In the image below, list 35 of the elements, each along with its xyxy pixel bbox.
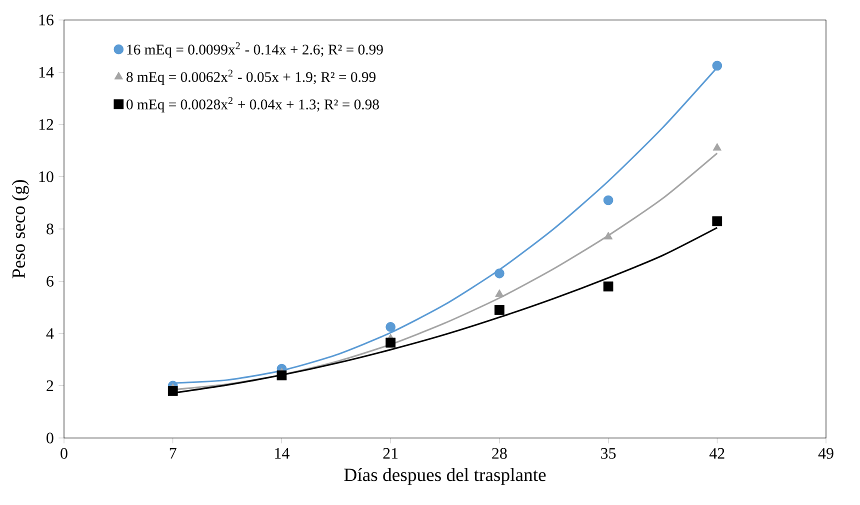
legend-label: 16 mEq = 0.0099x$^{2}$ - 0.14x + 2.6; R² = 0.99 [127,42,383,58]
x-tick-label: 14 [275,448,290,459]
x-axis-title: Días despues del trasplante [344,468,546,485]
x-tick-label: 7 [170,448,176,459]
point [712,60,722,71]
x-tick-label: 35 [601,448,616,459]
y-tick-label: 6 [46,276,54,287]
point [603,195,614,206]
x-tick-label: 49 [818,448,834,459]
y-tick-label: 12 [39,119,54,130]
x-tick-label: 0 [60,448,68,459]
point [168,386,178,396]
y-tick-label: 0 [46,432,54,444]
point [386,338,396,348]
point [603,282,614,292]
x-tick-label: 21 [383,448,398,459]
point [604,232,613,240]
legend-label: 0 mEq = 0.0028x$^{2}$ + 0.04x + 1.3; R² = 0.98 [126,97,379,112]
point [495,289,504,297]
y-tick-label: 14 [39,66,54,78]
y-tick-label: 10 [39,171,54,182]
point [494,305,504,315]
point [712,216,722,226]
point [386,322,396,332]
y-tick-label: 2 [46,380,54,392]
y-axis-title: Peso seco (g) [12,180,29,278]
y-tick-label: 16 [39,14,54,26]
point [712,143,722,151]
x-tick-label: 42 [709,448,724,459]
y-tick-label: 4 [46,328,54,339]
legend-label: 8 mEq = 0.0062x$^{2}$ - 0.05x + 1.9; R² = 0.99 [126,70,376,85]
point [276,370,287,380]
point [494,268,504,278]
x-tick-label: 28 [492,448,507,459]
y-tick-label: 8 [46,224,54,234]
